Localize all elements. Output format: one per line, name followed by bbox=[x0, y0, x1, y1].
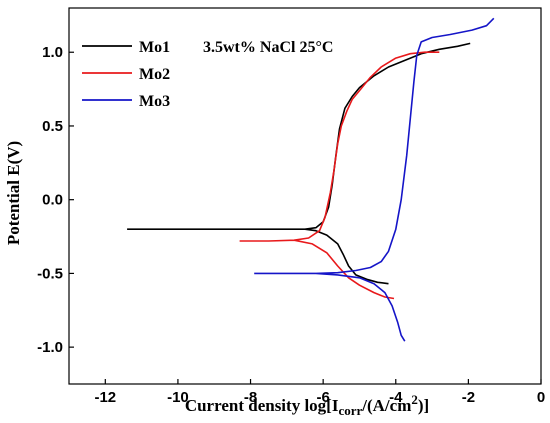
x-tick-label: -8 bbox=[244, 389, 257, 406]
x-axis-label: Current density log[Icorr/(A/cm2)] bbox=[185, 392, 429, 418]
series-layer bbox=[127, 17, 495, 342]
series-line-mo1 bbox=[127, 42, 471, 285]
x-axis-label-prefix: Current density log[I bbox=[185, 396, 339, 415]
x-tick-label: -2 bbox=[462, 389, 475, 406]
annotation-text: 3.5wt% NaCl 25°C bbox=[203, 39, 333, 56]
legend: Mo1 Mo2 Mo3 bbox=[82, 39, 170, 110]
x-tick-label: -12 bbox=[94, 389, 116, 406]
x-tick-label: -10 bbox=[167, 389, 189, 406]
series-line-mo2 bbox=[239, 51, 440, 300]
x-tick-label: -4 bbox=[389, 389, 403, 406]
legend-label-mo2: Mo2 bbox=[139, 66, 170, 83]
x-axis-label-sup: 2 bbox=[411, 392, 418, 407]
y-tick-label: 1.0 bbox=[42, 44, 63, 61]
y-tick-label: 0.5 bbox=[42, 118, 63, 135]
y-tick-label: -1.0 bbox=[37, 339, 63, 356]
y-axis-label: Potential E(V) bbox=[4, 141, 23, 245]
legend-label-mo1: Mo1 bbox=[139, 39, 170, 56]
series-line-mo3 bbox=[254, 17, 495, 342]
x-axis-label-suffix: )] bbox=[418, 396, 429, 415]
y-tick-label: 0.0 bbox=[42, 192, 63, 209]
x-tick-label: 0 bbox=[537, 389, 545, 406]
y-tick-label: -0.5 bbox=[37, 265, 63, 282]
x-tick-label: -6 bbox=[316, 389, 329, 406]
x-axis-label-mid: /(A/cm bbox=[361, 396, 411, 415]
plot-frame bbox=[68, 7, 542, 385]
tick-layer: -12 -10 -8 -6 -4 -2 0 -1.0 -0.5 0.0 0.5 1.0 bbox=[37, 44, 545, 406]
x-axis-label-sub: corr bbox=[338, 403, 362, 418]
legend-label-mo3: Mo3 bbox=[139, 93, 170, 110]
